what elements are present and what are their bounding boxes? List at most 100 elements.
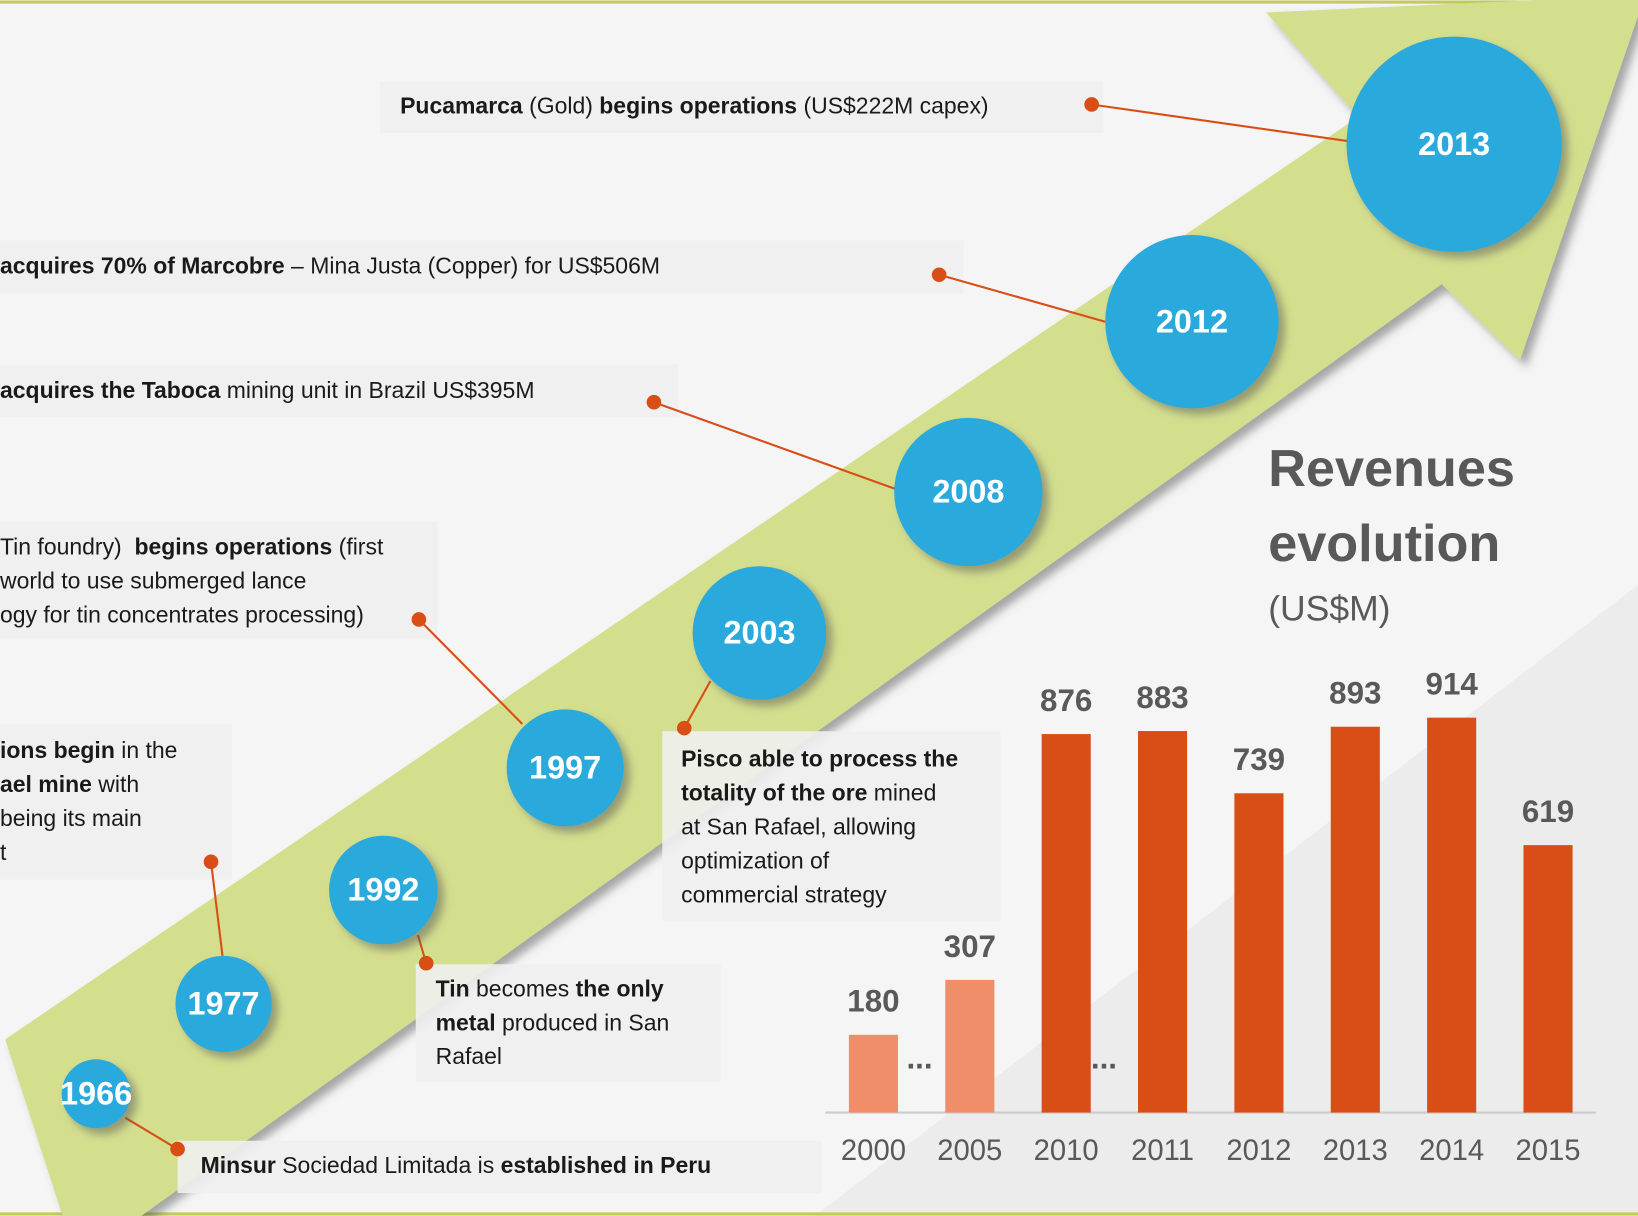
event-text-segment: begins operations — [134, 534, 332, 560]
event-text-segment: Tin — [436, 975, 470, 1001]
event-text: metal produced in San — [436, 1009, 670, 1035]
value-label: 619 — [1522, 794, 1574, 829]
x-tick-label: 2013 — [1323, 1135, 1388, 1167]
event-text: totality of the ore mined — [681, 780, 936, 806]
event-text-segment: Tin foundry) — [0, 534, 134, 560]
value-label: 893 — [1329, 676, 1381, 711]
event-text: commercial strategy — [681, 881, 887, 907]
bar — [848, 1034, 899, 1113]
event-text: t — [0, 839, 7, 865]
event-text: optimization of — [681, 847, 830, 873]
event-text: being its main — [0, 805, 142, 831]
event-text-segment: at San Rafael, allowing — [681, 813, 916, 839]
bar — [1138, 731, 1188, 1113]
event-text-segment: optimization of — [681, 847, 830, 873]
event-text-segment: ions begin — [0, 737, 115, 763]
bar — [1427, 717, 1477, 1113]
chart-subtitle: (US$M) — [1268, 589, 1390, 629]
event-text-segment: mining unit in Brazil US$395M — [220, 377, 534, 403]
event-box — [0, 240, 964, 294]
event-text-segment: being its main — [0, 805, 142, 831]
event-text-segment: metal — [436, 1009, 496, 1035]
year-label: 2012 — [1156, 303, 1228, 339]
event-box — [380, 81, 1104, 133]
event-text: Minsur Sociedad Limitada is established … — [201, 1152, 712, 1178]
chart-title: Revenues — [1268, 440, 1515, 498]
event-text: ael mine with — [0, 771, 139, 797]
value-label: 876 — [1040, 683, 1092, 718]
event-text: Tin becomes the only — [436, 975, 664, 1001]
bar — [1041, 734, 1091, 1113]
bar — [1234, 793, 1284, 1113]
year-bubble — [1346, 36, 1562, 252]
revenue-chart: Revenues evolution (US$M) 180 2000 307 2005… — [825, 440, 1597, 1167]
value-label: 914 — [1426, 667, 1479, 702]
connector — [683, 680, 712, 729]
event-text-segment: mined — [867, 780, 936, 806]
event-text-segment: (first — [332, 534, 384, 560]
event-text: Rafael — [436, 1043, 502, 1069]
bar — [1330, 726, 1380, 1113]
connector-dot — [170, 1141, 185, 1157]
connector-dot — [411, 612, 427, 627]
bar — [945, 979, 995, 1113]
event-text-segment: (US$222M capex) — [797, 93, 989, 119]
x-tick-label: 2000 — [841, 1135, 906, 1167]
event-text: at San Rafael, allowing — [681, 813, 916, 839]
year-label: 2003 — [723, 615, 795, 651]
chart-title: evolution — [1268, 515, 1500, 573]
event-text-segment: produced in San — [496, 1009, 670, 1035]
event-text-segment: the only — [576, 975, 664, 1001]
event-text-segment: totality of the ore — [681, 780, 867, 806]
connector-dot — [203, 854, 219, 870]
event-text-segment: with — [92, 771, 139, 797]
event-text-segment: – Mina Justa (Copper) for US$506M — [285, 253, 660, 279]
value-label: 180 — [847, 984, 899, 1019]
x-tick-label: 2012 — [1226, 1135, 1291, 1167]
year-label: 1977 — [188, 986, 260, 1022]
event-text-segment: established in Peru — [501, 1152, 712, 1178]
year-bubble — [1105, 235, 1279, 409]
event-text-segment: t — [0, 839, 7, 865]
value-label: 307 — [944, 929, 996, 964]
event-text-segment: ogy for tin concentrates processing) — [0, 601, 364, 627]
event-box — [415, 964, 721, 1083]
x-tick-label: 2014 — [1419, 1135, 1484, 1167]
year-bubble — [894, 417, 1043, 567]
event-box — [0, 364, 678, 417]
event-text-segment: Rafael — [436, 1043, 502, 1069]
value-label: 883 — [1136, 680, 1188, 715]
event-text: Pucamarca (Gold) begins operations (US$2… — [400, 93, 989, 119]
x-tick-label: 2010 — [1034, 1135, 1099, 1167]
x-tick-label: 2011 — [1131, 1135, 1194, 1167]
event-text-segment: becomes — [470, 975, 576, 1001]
connector-dot — [931, 267, 947, 283]
event-text-segment: world to use submerged lance — [0, 567, 306, 593]
connector-dot — [1084, 97, 1099, 112]
year-label: 2008 — [932, 474, 1004, 510]
event-text-segment: ael mine — [0, 771, 92, 797]
gap-marker: ... — [1091, 1041, 1117, 1076]
event-text: Tin foundry) begins operations (first — [0, 534, 384, 560]
event-text: Pisco able to process the — [681, 746, 958, 772]
event-text: acquires the Taboca mining unit in Brazi… — [0, 377, 534, 403]
bar — [1523, 845, 1573, 1113]
year-label: 1992 — [347, 872, 419, 908]
timeline: Pucamarca (Gold) begins operations (US$2… — [0, 36, 1562, 1193]
connector — [1091, 103, 1348, 143]
connector — [653, 401, 896, 490]
value-label: 739 — [1233, 742, 1285, 777]
connector — [938, 273, 1106, 323]
event-text-segment: Pisco able to process the — [681, 746, 958, 772]
connector-dot — [646, 394, 662, 410]
event-text-segment: Minsur — [201, 1152, 276, 1178]
year-bubble — [61, 1059, 131, 1129]
x-tick-label: 2005 — [937, 1135, 1002, 1167]
gap-marker: ... — [906, 1041, 932, 1076]
event-box — [0, 723, 232, 880]
connector-dot — [676, 720, 692, 736]
year-bubble — [175, 955, 272, 1052]
event-text-segment: Sociedad Limitada is — [276, 1152, 501, 1178]
